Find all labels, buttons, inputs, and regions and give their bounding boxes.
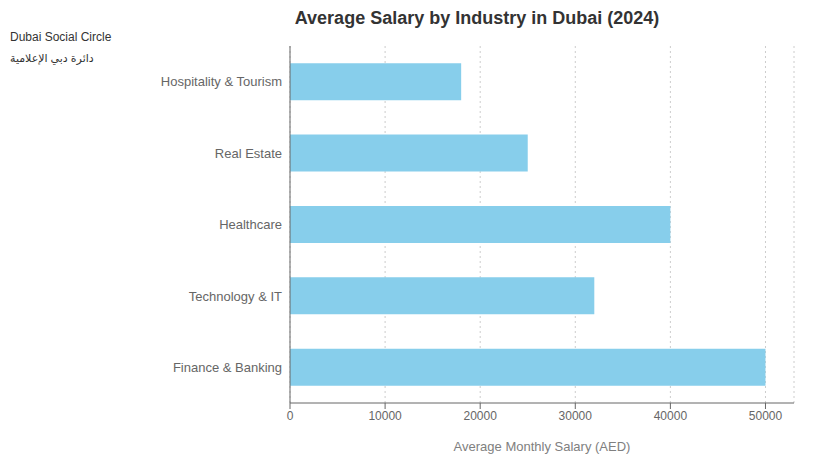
svg-text:50000: 50000 [749,409,783,423]
svg-text:30000: 30000 [559,409,593,423]
html-text:Average Salary by Industry in: Average Salary by Industry in Dubai (202… [294,8,660,28]
html-text:Dubai Social Circle: Dubai Social Circle [10,30,112,44]
svg-text:10000: 10000 [368,409,402,423]
svg-text:Average Monthly Salary (AED): Average Monthly Salary (AED) [454,439,631,454]
svg-text:Technology & IT: Technology & IT [189,289,282,304]
svg-text:20000: 20000 [464,409,498,423]
svg-text:40000: 40000 [654,409,688,423]
svg-text:0: 0 [287,409,294,423]
svg-text:Hospitality & Tourism: Hospitality & Tourism [161,74,282,89]
svg-text:Real Estate: Real Estate [215,146,282,161]
svg-text:Healthcare: Healthcare [219,217,282,232]
svg-text:Finance & Banking: Finance & Banking [173,360,282,375]
html-text:دائرة دبي الإعلامية: دائرة دبي الإعلامية [10,52,94,64]
